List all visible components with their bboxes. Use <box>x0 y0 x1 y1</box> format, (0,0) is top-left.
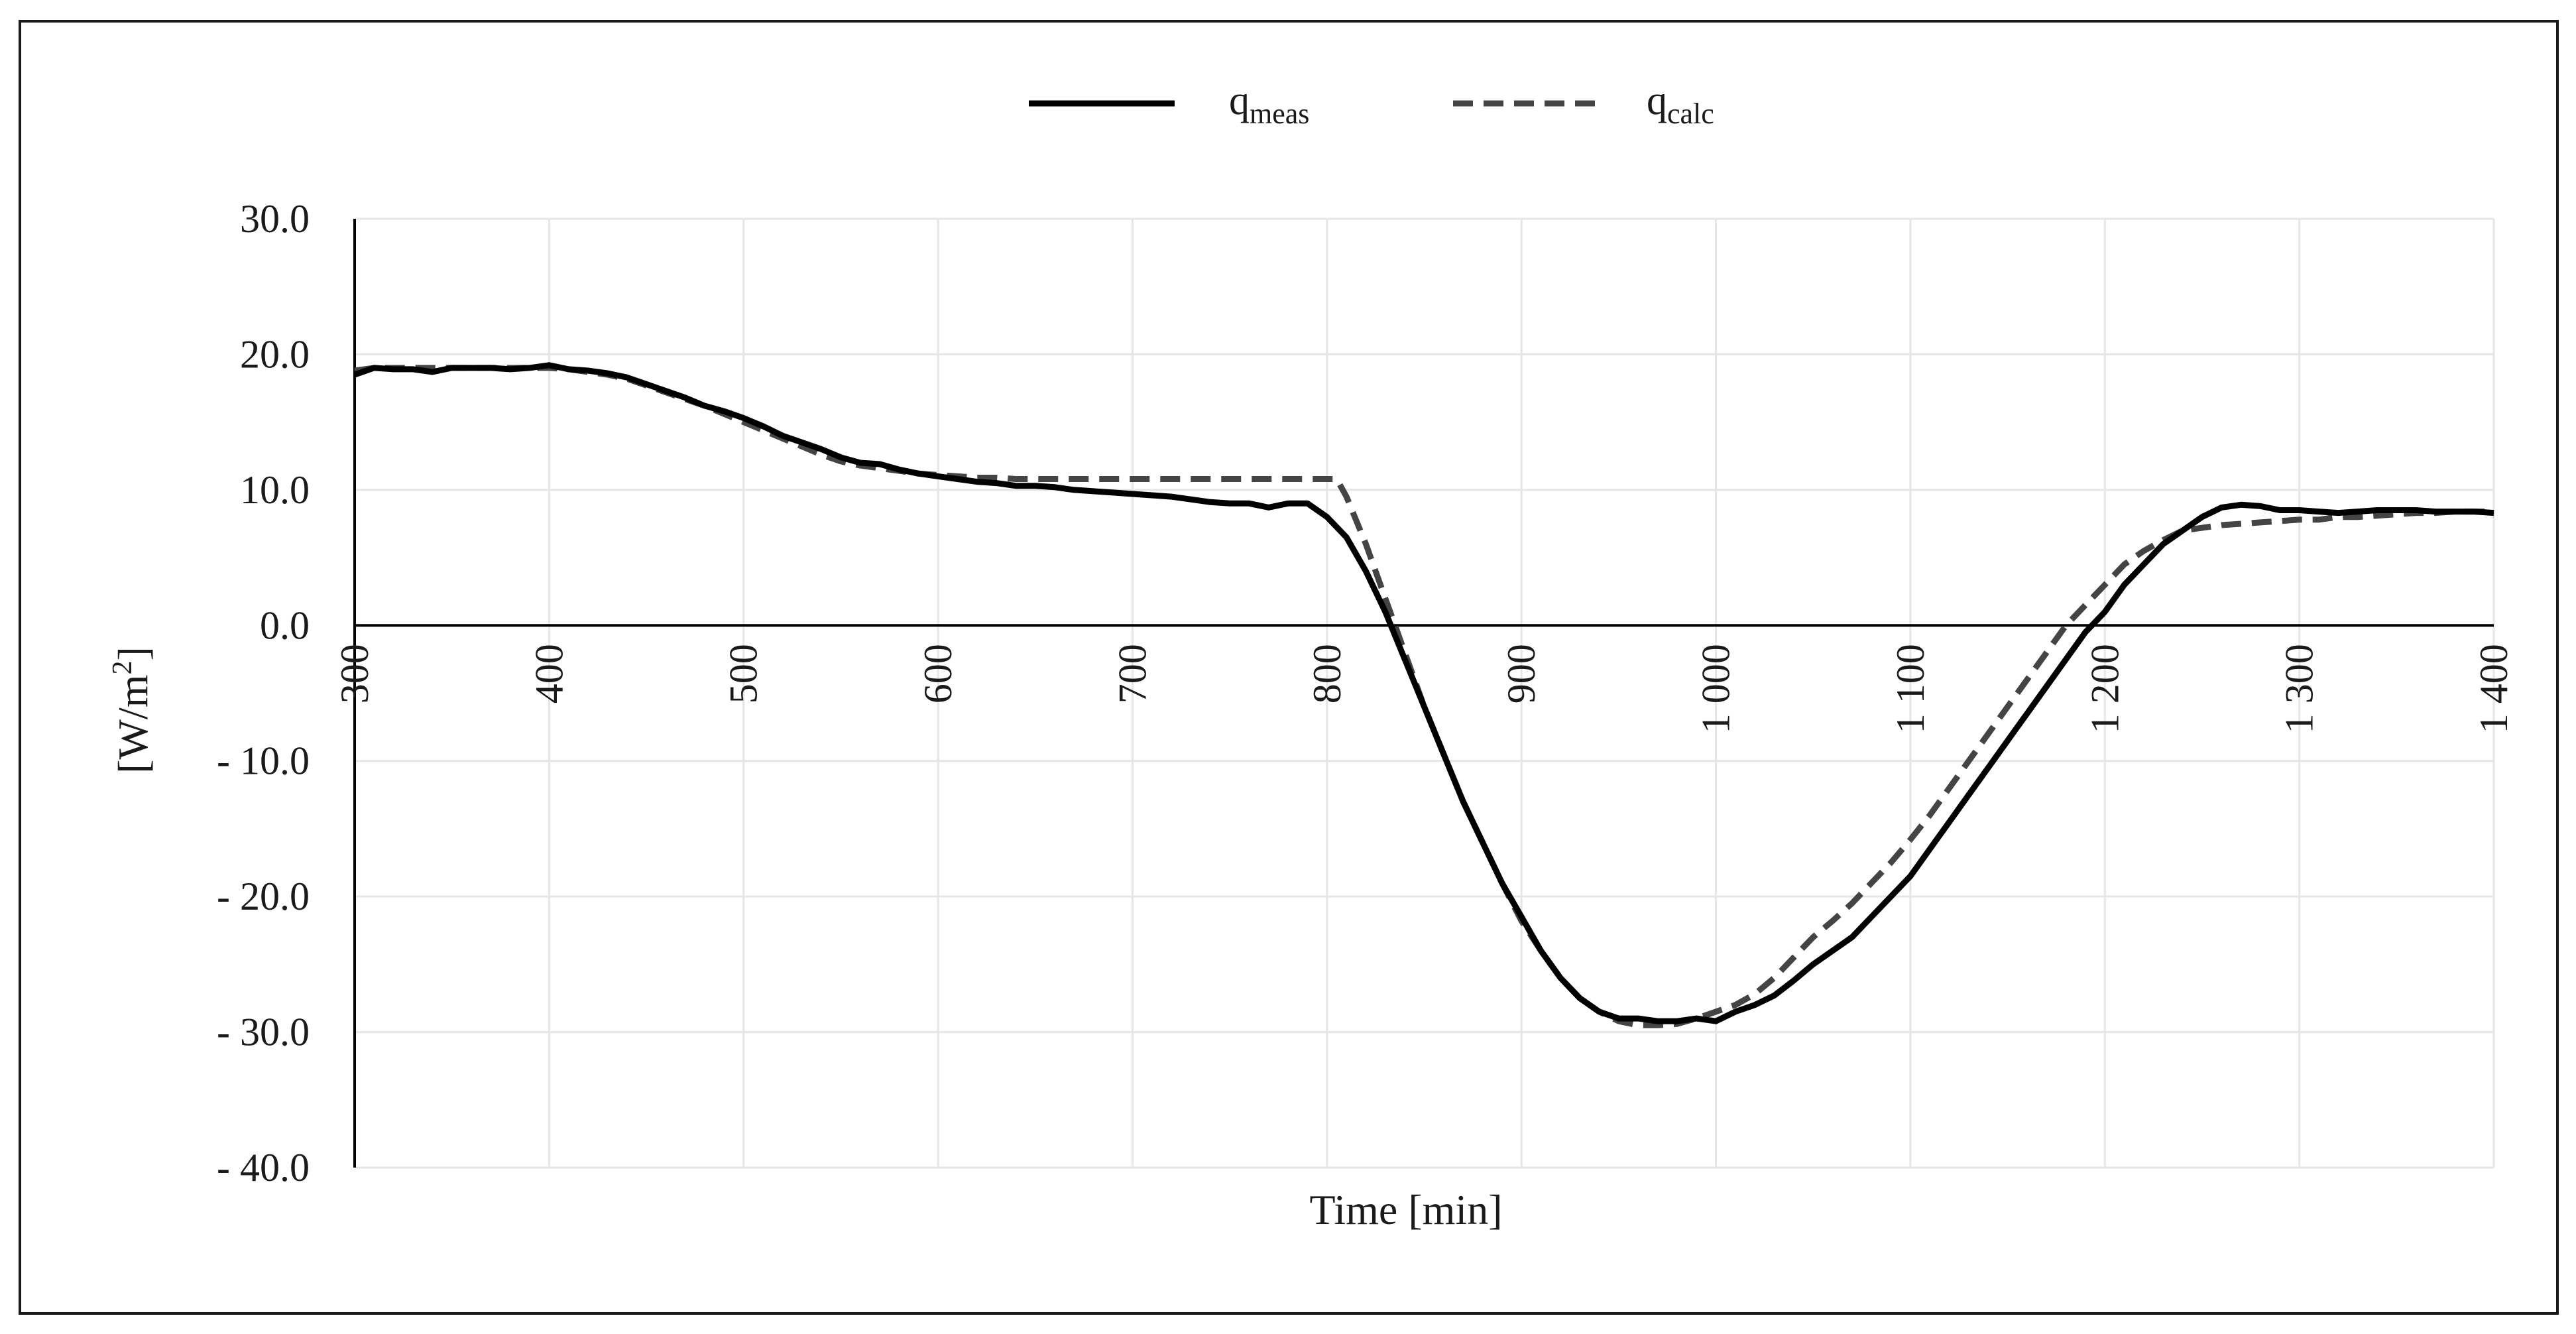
y-tick-label: 20.0 <box>240 332 310 376</box>
axes <box>353 219 2494 1168</box>
y-tick-label: - 40.0 <box>217 1146 310 1189</box>
y-tick-label: - 10.0 <box>217 739 310 783</box>
series-layer <box>353 362 2494 1028</box>
x-tick-label: 700 <box>1110 644 1154 703</box>
x-tick-label: 1 400 <box>2472 644 2516 733</box>
tick-labels: 30.0 20.0 10.0 0.0 - 10.0 - 20.0 - 30.0 - 40.0 3… <box>217 197 2516 1189</box>
legend-label-q-calc-sub: calc <box>1667 97 1714 130</box>
series-line-q-calc <box>354 365 2494 1028</box>
y-tick-label: 10.0 <box>240 468 310 512</box>
grid <box>353 217 2495 1169</box>
y-tick-label: - 20.0 <box>217 875 310 918</box>
x-tick-label: 600 <box>916 644 960 703</box>
legend-label-q-meas-base: q <box>1229 78 1250 123</box>
chart: 30.0 20.0 10.0 0.0 - 10.0 - 20.0 - 30.0 - 40.0 3… <box>107 78 2516 1233</box>
legend-label-q-calc-base: q <box>1647 78 1667 123</box>
y-axis-title-main: [W/m <box>109 675 156 774</box>
legend: qmeas qcalc <box>1029 78 1714 130</box>
x-tick-label: 1 300 <box>2278 644 2321 733</box>
y-axis-title-sup: 2 <box>107 661 138 675</box>
y-tick-label: - 30.0 <box>217 1010 310 1054</box>
x-tick-label: 1 000 <box>1694 644 1738 733</box>
y-axis-title-close: ] <box>109 646 156 660</box>
x-tick-label: 400 <box>527 644 571 703</box>
x-tick-label: 800 <box>1305 644 1349 703</box>
x-tick-label: 500 <box>722 644 766 703</box>
x-tick-label: 900 <box>1499 644 1543 703</box>
y-tick-label: 30.0 <box>240 197 310 241</box>
legend-label-q-meas-sub: meas <box>1250 97 1309 130</box>
x-tick-label: 1 100 <box>1889 644 1932 733</box>
x-tick-label: 1 200 <box>2083 644 2127 733</box>
legend-label-q-meas: qmeas <box>1229 78 1309 130</box>
x-tick-label: 300 <box>333 644 377 703</box>
y-axis-title: [W/m2] <box>107 646 156 774</box>
legend-label-q-calc: qcalc <box>1647 78 1714 130</box>
x-axis-title: Time [min] <box>1310 1186 1503 1233</box>
chart-frame: 30.0 20.0 10.0 0.0 - 10.0 - 20.0 - 30.0 - 40.0 3… <box>19 20 2559 1315</box>
y-tick-label: 0.0 <box>260 603 310 647</box>
series-line-q-meas <box>353 362 2494 1024</box>
